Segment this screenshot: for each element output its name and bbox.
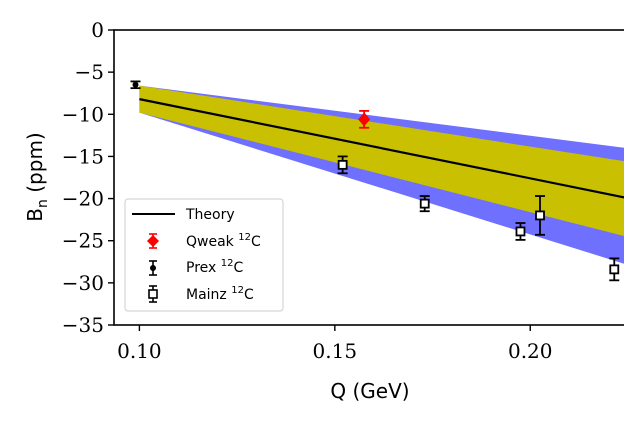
mainz-point-4 <box>609 257 620 282</box>
plot-frame <box>113 29 624 326</box>
legend-prex-marker <box>149 260 157 276</box>
legend-mainz-marker <box>148 285 158 303</box>
y-tick-label: −25 <box>62 229 104 253</box>
data-points <box>130 80 620 282</box>
legend: Theory Qweak 12C Prex 12C Mainz 12C <box>124 198 284 312</box>
mainz-point-2 <box>515 222 526 241</box>
x-tick-label: 0.15 <box>313 339 358 363</box>
y-tick-label: −30 <box>62 271 104 295</box>
y-axis-label-sub: n <box>35 199 51 208</box>
mainz-point-1 <box>419 195 430 213</box>
y-axis-label-main: B <box>23 208 47 222</box>
marker-square <box>535 210 545 221</box>
legend-theory-label: Theory <box>185 207 235 223</box>
mainz-point-0 <box>337 155 348 175</box>
marker-dot <box>132 81 139 88</box>
x-axis-ticks: 0.10 0.15 0.20 <box>117 325 553 363</box>
mainz-point-3 <box>535 195 546 236</box>
legend-prex-label: Prex 12C <box>186 258 243 276</box>
legend-qweak-marker <box>147 233 159 249</box>
y-tick-label: −15 <box>62 144 104 168</box>
marker-square <box>337 159 348 170</box>
y-tick-label: −10 <box>62 102 104 126</box>
y-axis-label-unit: (ppm) <box>23 132 47 192</box>
y-axis-ticks: 0 −5 −10 −15 −20 −25 −30 −35 <box>62 18 114 337</box>
legend-box <box>124 198 284 312</box>
prex-point-0 <box>130 80 141 90</box>
marker-square <box>609 264 620 275</box>
y-tick-label: 0 <box>91 18 104 42</box>
y-tick-label: −35 <box>62 313 104 337</box>
y-axis-label: Bn (ppm) <box>23 132 51 221</box>
marker-diamond <box>358 112 371 127</box>
x-tick-label: 0.10 <box>117 339 162 363</box>
marker-square <box>515 226 526 237</box>
legend-qweak-label: Qweak 12C <box>186 232 261 250</box>
y-tick-label: −20 <box>62 187 104 211</box>
x-tick-label: 0.20 <box>508 339 553 363</box>
marker-square <box>419 198 430 209</box>
y-tick-label: −5 <box>75 60 104 84</box>
qweak-point-0 <box>358 110 371 129</box>
theory-line <box>139 98 624 199</box>
legend-mainz-label: Mainz 12C <box>186 285 254 303</box>
theory-line-group <box>139 98 624 199</box>
x-axis-label: Q (GeV) <box>330 379 409 403</box>
